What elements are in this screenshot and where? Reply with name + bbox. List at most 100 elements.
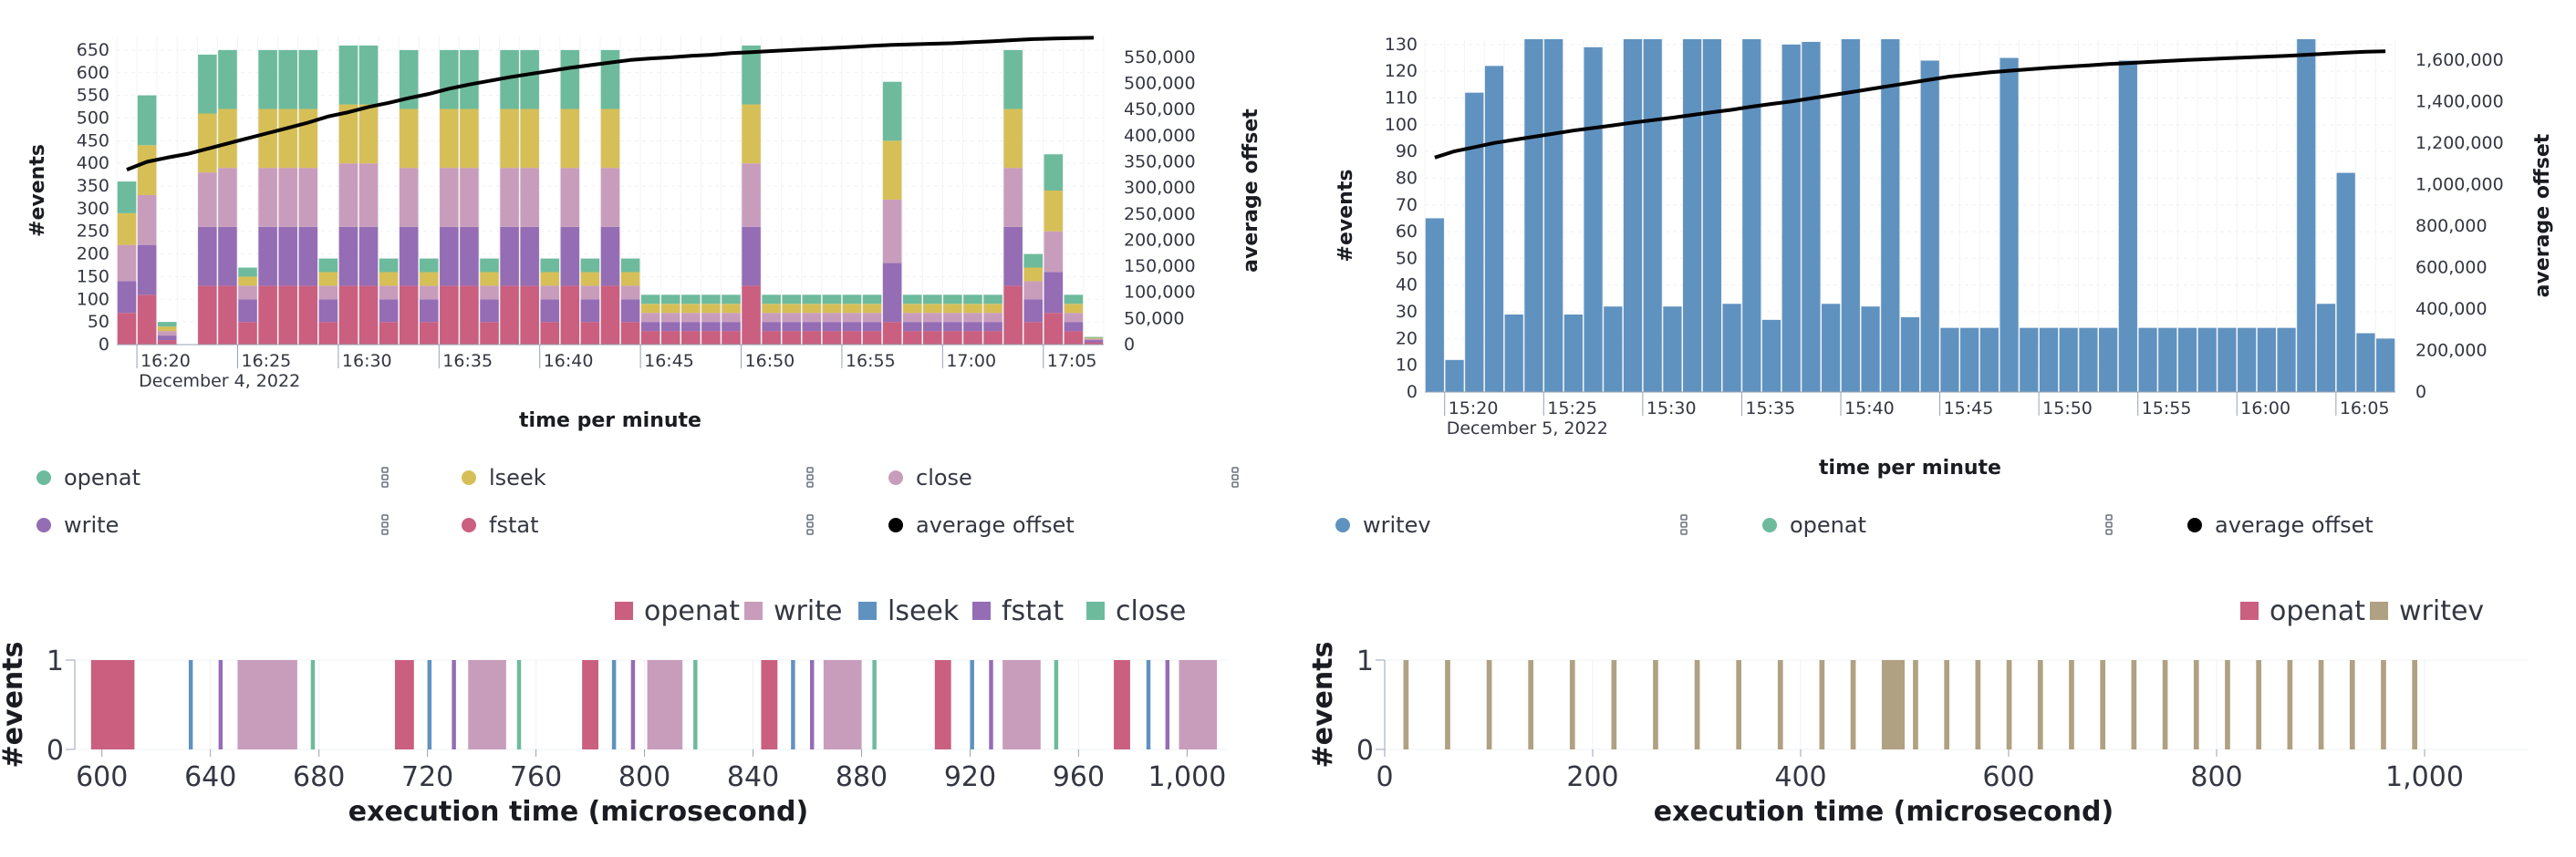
- bar-fstat-29: [701, 331, 721, 345]
- bar-close-35: [822, 313, 842, 323]
- legend-item-lseek[interactable]: lseek: [462, 465, 814, 490]
- bar-write-10: [318, 299, 338, 323]
- bar-write-36: [842, 322, 862, 332]
- legend-label: average offset: [2215, 512, 2373, 538]
- vertical-dots-icon[interactable]: [381, 514, 389, 535]
- bar-writev-26: [1940, 327, 1959, 392]
- legend-item-fstat[interactable]: fstat: [462, 512, 814, 538]
- y2-tick-label: 600,000: [2415, 257, 2488, 277]
- bar-write-18: [480, 299, 499, 323]
- event-bar: [1777, 660, 1783, 749]
- legend-item-average-offset[interactable]: average offset: [2187, 512, 2373, 538]
- legend-item-fstat[interactable]: fstat: [972, 595, 1064, 627]
- bar-lseek-22: [560, 108, 580, 169]
- y2-tick-label: 500,000: [1124, 74, 1196, 94]
- bar-openat-10: [318, 258, 338, 273]
- bar-openat-48: [1084, 336, 1104, 338]
- vertical-dots-icon[interactable]: [1680, 514, 1688, 535]
- bar-openat-33: [782, 294, 802, 305]
- legend-item-close[interactable]: close: [1086, 595, 1186, 627]
- bar-close-8: [278, 168, 297, 227]
- x-tick-label: 600: [76, 761, 128, 793]
- bar-close-14: [399, 168, 419, 227]
- legend-item-close[interactable]: close: [888, 465, 1239, 490]
- legend-item-write[interactable]: write: [36, 512, 389, 538]
- x-tick-label: 17:00: [946, 351, 996, 371]
- bar-openat-26: [640, 294, 660, 305]
- bar-close-11: [338, 163, 358, 227]
- bar-writev-44: [2297, 39, 2316, 392]
- y-tick-label: 60: [1396, 222, 1418, 242]
- event-bar: [1002, 660, 1041, 749]
- bar-close-34: [802, 313, 822, 323]
- bar-fstat-24: [600, 285, 620, 345]
- bar-openat-40: [923, 294, 942, 305]
- y-tick-label: 0: [1407, 382, 1418, 402]
- timeline-chart-3: 0 1 0 200 400 600 800 1,000 execution time (micr…: [1307, 595, 2529, 828]
- bar-writev-30: [2020, 327, 2039, 392]
- bar-fstat-44: [1003, 285, 1023, 345]
- bar-openat-14: [399, 49, 419, 109]
- bar-write-6: [238, 299, 257, 323]
- event-bar: [693, 660, 698, 749]
- menu-dot: [1231, 474, 1239, 480]
- legend-swatch: [744, 602, 763, 620]
- bar-writev-45: [2316, 304, 2336, 392]
- legend-item-write[interactable]: write: [744, 595, 842, 627]
- bar-write-15: [419, 299, 439, 323]
- bar-write-40: [923, 322, 942, 332]
- y-tick-label: 1: [1356, 645, 1374, 677]
- x-tick-label: 17:05: [1047, 351, 1097, 371]
- bar-writev-1: [1445, 359, 1464, 392]
- bar-lseek-34: [802, 304, 822, 314]
- legend-item-openat[interactable]: openat: [2240, 595, 2365, 627]
- bar-close-0: [117, 244, 137, 282]
- legend-item-writev[interactable]: writev: [2370, 595, 2484, 627]
- bar-openat-47: [1064, 294, 1084, 305]
- vertical-dots-icon[interactable]: [806, 514, 814, 535]
- bar-openat-17: [460, 49, 479, 109]
- y-tick-label: 200: [77, 244, 109, 264]
- x-tick-label: 15:40: [1844, 398, 1895, 418]
- bar-fstat-2: [157, 340, 177, 345]
- bar-lseek-27: [660, 304, 680, 314]
- bar-writev-5: [1524, 39, 1543, 392]
- y-tick-label: 0: [47, 735, 64, 767]
- legend-item-writev[interactable]: writev: [1335, 512, 1688, 538]
- bar-writev-27: [1960, 327, 1979, 392]
- event-bar: [2412, 660, 2418, 749]
- bar-openat-2: [157, 322, 177, 327]
- bar-writev-0: [1425, 218, 1444, 392]
- menu-dot: [1680, 514, 1688, 521]
- menu-dot: [1231, 481, 1239, 488]
- average-offset-line: [1434, 49, 2386, 160]
- vertical-dots-icon[interactable]: [1231, 467, 1239, 488]
- bar-openat-36: [842, 294, 862, 305]
- legend-label: write: [64, 512, 119, 538]
- bar-lseek-12: [358, 104, 379, 164]
- legend-item-lseek[interactable]: lseek: [858, 595, 960, 627]
- vertical-dots-icon[interactable]: [381, 467, 389, 488]
- bar-close-18: [480, 285, 499, 300]
- legend-label: lseek: [489, 465, 546, 490]
- bar-write-12: [358, 226, 379, 286]
- legend-item-openat[interactable]: openat: [1762, 512, 2113, 538]
- x-tick-label: 15:20: [1449, 398, 1499, 418]
- legend-item-average-offset[interactable]: average offset: [888, 512, 1075, 538]
- legend-item-openat[interactable]: openat: [615, 595, 740, 627]
- event-bar: [2131, 660, 2137, 749]
- bar-fstat-43: [983, 331, 1002, 345]
- x-tick-label: 16:45: [644, 351, 694, 371]
- vertical-dots-icon[interactable]: [806, 467, 814, 488]
- y2-tick-label: 400,000: [1124, 126, 1196, 146]
- legend-dot: [1335, 518, 1350, 532]
- bar-writev-13: [1683, 39, 1702, 392]
- legend-item-openat[interactable]: openat: [36, 465, 389, 490]
- legend-dot: [36, 470, 51, 485]
- bar-lseek-46: [1044, 191, 1064, 232]
- menu-dot: [806, 467, 814, 473]
- vertical-dots-icon[interactable]: [2105, 514, 2113, 535]
- bar-writev-29: [2000, 57, 2019, 392]
- legend-label: fstat: [1002, 595, 1064, 627]
